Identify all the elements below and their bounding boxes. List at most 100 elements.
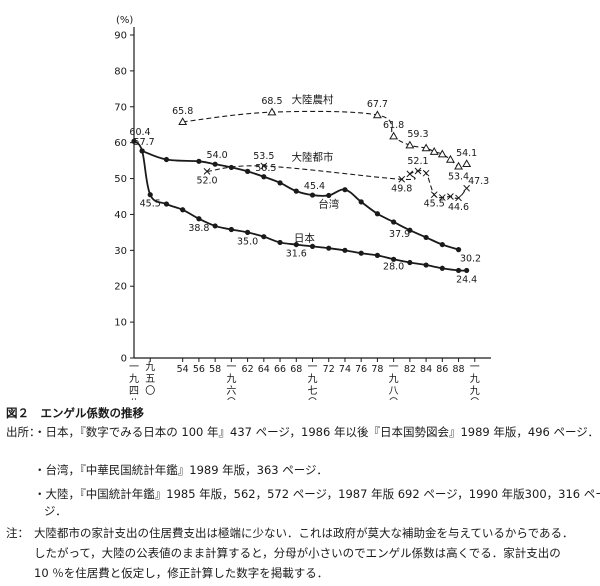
x-tick-label: 64 (258, 364, 270, 375)
data-point-stroke (406, 170, 414, 178)
data-point (139, 148, 145, 154)
x-tick-label-char: 〇 (145, 385, 155, 397)
data-point-stroke (260, 162, 268, 170)
data-point-stroke (398, 175, 406, 183)
series-label-mainland-rural: 大陸農村 (292, 93, 334, 106)
data-label: 54.1 (456, 148, 477, 159)
data-point (212, 223, 218, 229)
x-tick-label-char: 〇 (389, 397, 399, 400)
x-tick-label: 82 (404, 364, 416, 375)
data-point (196, 158, 202, 164)
data-point (326, 192, 332, 199)
y-tick-label: 50 (114, 174, 127, 185)
x-tick-label-char: 七 (308, 385, 318, 397)
y-tick-label: 0 (121, 354, 127, 365)
data-label: 30.2 (460, 254, 481, 265)
data-point (414, 167, 422, 175)
data-label: 24.4 (456, 274, 477, 285)
x-tick-label-char: 八 (129, 398, 139, 400)
data-point (430, 191, 438, 199)
note-line-2: したがって，大陸の公表値のまま計算すると，分母が小さいのでエンゲル係数は高くでる… (34, 546, 561, 560)
data-label: 47.3 (468, 176, 489, 187)
x-tick-label: 86 (436, 364, 448, 375)
x-tick-label-char: 一 (226, 362, 236, 373)
data-point (462, 159, 472, 168)
x-tick-label-char: 六 (226, 385, 236, 397)
x-tick-label-char: 〇 (226, 397, 236, 400)
x-tick-label-char: 〇 (308, 397, 318, 400)
data-point (398, 175, 406, 183)
engel-coefficient-chart: 0102030405060708090(%)一九四八九五〇545658一九六〇6… (114, 15, 491, 400)
data-label: 35.0 (237, 236, 258, 247)
data-label: 68.5 (261, 96, 282, 107)
data-point (163, 156, 170, 163)
data-label: 38.8 (188, 223, 209, 234)
data-point (405, 140, 415, 149)
series-label-japan: 日本 (294, 231, 315, 244)
data-point (293, 241, 299, 248)
note-line-1: 大陸都市の家計支出の住居費支出は極端に少ない．これは政府が莫大な補助金を与えてい… (34, 526, 574, 540)
x-tick-label: 84 (420, 364, 432, 375)
data-point (464, 267, 470, 274)
source-mainland: ・大陸，『中国統計年鑑』1985 年版，562，572 ページ，1987 年版 … (34, 487, 600, 501)
x-tick-label-char: 九 (308, 373, 318, 385)
data-label: 52.1 (407, 156, 428, 167)
x-tick-label-char: 一 (129, 362, 139, 373)
x-tick-label-char: 一 (308, 362, 318, 373)
data-point (203, 168, 211, 175)
x-tick-label-char: 一 (470, 362, 480, 373)
x-tick-label-char: 四 (129, 386, 139, 397)
x-tick-label: 76 (355, 364, 367, 375)
data-point (309, 192, 316, 198)
data-label: 61.8 (383, 120, 404, 131)
note-label: 注： (6, 526, 29, 540)
data-point (447, 193, 454, 200)
data-label: 59.3 (407, 129, 428, 140)
data-point (358, 199, 364, 205)
x-tick-label-char: 一 (389, 362, 399, 373)
data-point (421, 143, 431, 152)
data-point (277, 239, 283, 246)
data-label: 57.7 (134, 137, 155, 148)
figure-title: 図２ エンゲル係数の推移 (6, 406, 144, 420)
data-point (455, 267, 462, 274)
note-line-3: 10 ％を住居費と仮定し，修正計算した数字を掲載する． (34, 566, 329, 580)
data-point (463, 184, 471, 192)
x-tick-label-char: 九 (389, 373, 399, 385)
data-point (131, 138, 137, 144)
x-tick-label: 56 (193, 364, 205, 375)
data-point (374, 211, 381, 217)
y-tick-label: 30 (114, 246, 127, 257)
data-point (358, 250, 364, 256)
x-tick-label: 54 (177, 364, 189, 375)
source-label: 出所： (6, 425, 41, 439)
data-point (455, 194, 462, 202)
data-label: 45.5 (140, 199, 161, 210)
data-point (445, 154, 455, 163)
x-tick-label: 66 (274, 364, 286, 375)
data-point (439, 241, 445, 248)
x-tick-label-char: 九 (145, 361, 155, 373)
x-tick-label-char: 〇 (470, 397, 480, 400)
data-point-stroke (447, 193, 454, 200)
x-tick-label: 68 (290, 364, 302, 375)
data-point (423, 234, 429, 241)
x-tick-label: 88 (452, 364, 464, 375)
data-point (391, 219, 397, 225)
y-tick-label: 20 (114, 282, 127, 293)
data-point (372, 110, 382, 119)
data-point (407, 227, 413, 233)
data-point (244, 168, 251, 174)
data-label: 65.8 (172, 106, 193, 117)
data-label: 28.0 (383, 262, 404, 273)
data-point (374, 252, 381, 258)
y-tick-label: 80 (114, 66, 127, 77)
data-point (406, 170, 414, 178)
series-label-taiwan: 台湾 (318, 197, 339, 210)
data-point (439, 265, 445, 271)
data-point (309, 243, 316, 249)
data-point (178, 117, 188, 126)
data-point (180, 207, 186, 213)
data-point-stroke (430, 191, 438, 199)
y-tick-label: 10 (114, 318, 127, 329)
